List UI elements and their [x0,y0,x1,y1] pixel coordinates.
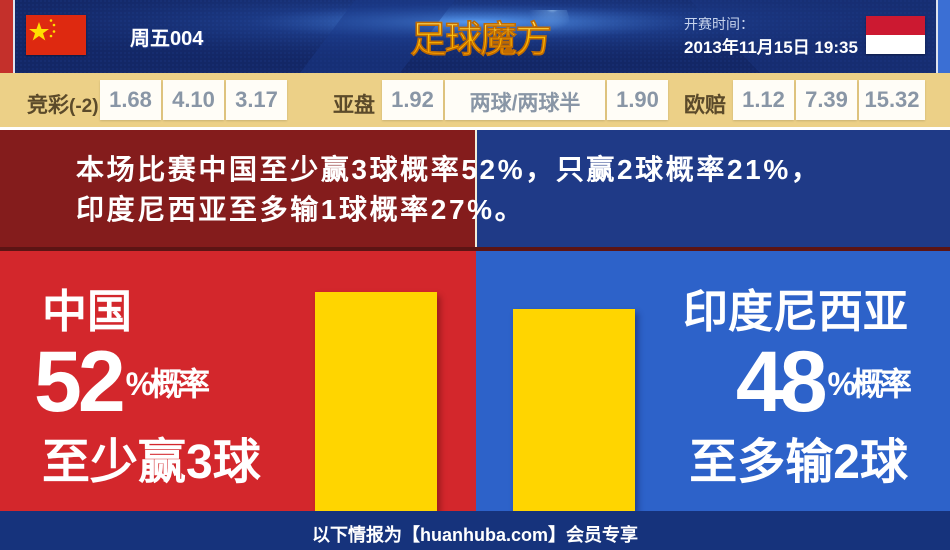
svg-text:足球魔方: 足球魔方 [410,19,551,60]
